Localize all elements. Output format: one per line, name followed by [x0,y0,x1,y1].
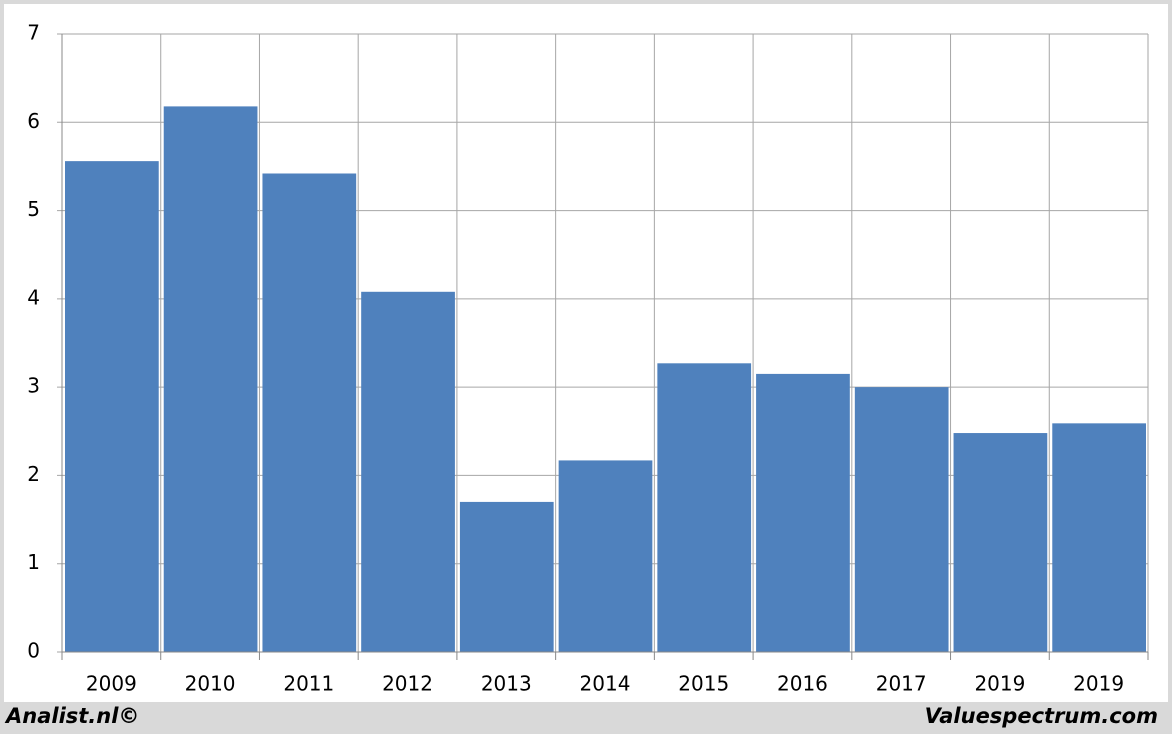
y-tick-label: 7 [27,21,40,45]
x-tick-label: 2010 [185,672,236,696]
x-tick-label: 2013 [481,672,532,696]
y-tick-label: 0 [27,639,40,663]
y-tick-label: 6 [27,109,40,133]
bar [953,433,1048,652]
y-tick-label: 4 [27,285,40,309]
y-tick-label: 5 [27,197,40,221]
bar [756,373,850,652]
bar [459,501,554,652]
bar [657,363,752,652]
y-tick-label: 3 [27,374,40,398]
x-tick-label: 2016 [777,672,828,696]
x-tick-label: 2015 [678,672,729,696]
x-tick-label: 2011 [283,672,334,696]
x-tick-label: 2014 [580,672,631,696]
x-tick-label: 2009 [86,672,137,696]
bar [361,291,455,652]
bar [854,387,949,652]
bar [65,161,159,653]
x-tick-label: 2019 [1073,672,1124,696]
bar [558,460,653,652]
y-tick-label: 1 [27,550,40,574]
x-tick-label: 2017 [876,672,927,696]
bar [163,106,258,652]
credit-left: Analist.nl© [4,704,139,728]
bar [1052,423,1146,652]
x-tick-label: 2019 [974,672,1025,696]
x-tick-label: 2012 [382,672,433,696]
credit-right: Valuespectrum.com [925,704,1158,728]
y-tick-label: 2 [27,462,40,486]
bar [262,173,357,652]
